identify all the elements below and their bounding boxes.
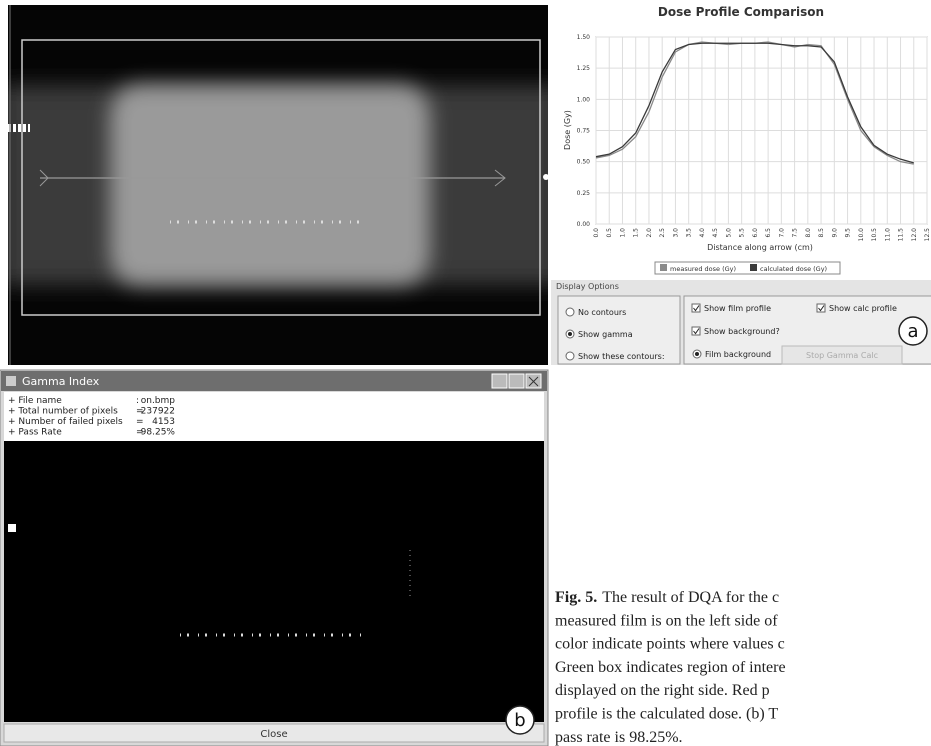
maximize-button[interactable] xyxy=(509,374,524,388)
x-tick-label: 3.0 xyxy=(672,228,679,238)
x-tick-label: 11.0 xyxy=(884,228,891,242)
x-tick-label: 0.5 xyxy=(606,228,613,238)
x-tick-label: 1.5 xyxy=(633,228,640,238)
button[interactable]: Stop Gamma Calc xyxy=(806,351,878,360)
x-tick-label: 8.5 xyxy=(818,228,825,238)
info-value: 98.25% xyxy=(141,428,176,438)
caption-line: Green box indicates region of intere xyxy=(555,659,786,676)
film-image xyxy=(0,5,560,365)
y-tick-label: 0.50 xyxy=(577,159,591,166)
arrow-handle xyxy=(543,174,549,180)
x-tick-label: 9.5 xyxy=(845,228,852,238)
caption-line: profile is the calculated dose. (b) T xyxy=(555,706,778,723)
caption-line: color indicate points where values c xyxy=(555,636,785,653)
legend-label: calculated dose (Gy) xyxy=(760,265,827,273)
caption-line: Fig. 5. The result of DQA for the c xyxy=(555,589,779,606)
radio[interactable] xyxy=(566,352,574,360)
caption-line: displayed on the right side. Red p xyxy=(555,682,770,699)
checkbox-label[interactable]: Show background? xyxy=(704,327,780,336)
caption-line: pass rate is 98.25%. xyxy=(555,729,683,746)
x-tick-label: 8.0 xyxy=(805,228,812,238)
x-tick-label: 5.0 xyxy=(725,228,732,238)
x-tick-label: 12.0 xyxy=(911,228,918,242)
x-axis-label: Distance along arrow (cm) xyxy=(707,243,813,252)
x-tick-label: 10.5 xyxy=(871,228,878,242)
x-tick-label: 0.0 xyxy=(593,228,600,238)
x-tick-label: 6.5 xyxy=(765,228,772,238)
info-value: on.bmp xyxy=(141,396,176,406)
radio-dot[interactable] xyxy=(568,332,572,336)
info-sep: : xyxy=(136,396,139,406)
y-axis-label: Dose (Gy) xyxy=(563,110,572,150)
legend-label: measured dose (Gy) xyxy=(670,265,736,273)
chart: 0.00 0.25 0.50 0.75 1.00 1.25 1.50 0.0 0.5 1.0 1.5… xyxy=(577,34,931,241)
x-tick-label: 11.5 xyxy=(898,228,905,242)
legend-swatch xyxy=(660,264,667,271)
caption: Fig. 5. The result of DQA for the c measur… xyxy=(555,589,786,746)
x-tick-label: 2.5 xyxy=(659,228,666,238)
radio[interactable] xyxy=(566,308,574,316)
x-tick-label: 9.0 xyxy=(831,228,838,238)
x-tick-label: 6.0 xyxy=(752,228,759,238)
x-tick-label: 4.5 xyxy=(712,228,719,238)
close-button[interactable]: Close xyxy=(260,729,287,740)
figure: Dose Profile Comparison 0.00 0.25 0.50 0.75… xyxy=(0,0,931,746)
info-key: + Pass Rate xyxy=(8,428,62,438)
y-tick-label: 1.00 xyxy=(577,96,591,103)
radio-dot[interactable] xyxy=(695,352,699,356)
caption-line: measured film is on the left side of xyxy=(555,612,778,629)
info-sep: = xyxy=(136,417,144,427)
gamma-image xyxy=(4,441,544,722)
minimize-button[interactable] xyxy=(492,374,507,388)
checkbox[interactable] xyxy=(692,327,700,335)
checkbox[interactable] xyxy=(817,304,825,312)
y-tick-label: 0.75 xyxy=(577,128,591,135)
x-tick-label: 1.0 xyxy=(619,228,626,238)
radio-label[interactable]: No contours xyxy=(578,308,626,317)
options-title: Display Options xyxy=(556,282,619,291)
x-tick-label: 7.5 xyxy=(792,228,799,238)
info-value: 4153 xyxy=(152,417,175,427)
caption-label: Fig. 5. xyxy=(555,589,597,606)
info-key: + File name xyxy=(8,396,62,406)
info-key: + Total number of pixels xyxy=(8,407,118,417)
chart-title: Dose Profile Comparison xyxy=(658,5,824,19)
checkbox[interactable] xyxy=(692,304,700,312)
chart-panel: Dose Profile Comparison 0.00 0.25 0.50 0.75… xyxy=(551,0,931,365)
x-tick-label: 10.0 xyxy=(858,228,865,242)
checkbox-label[interactable]: Show calc profile xyxy=(829,304,897,313)
y-tick-label: 1.50 xyxy=(577,34,591,41)
legend-swatch xyxy=(750,264,757,271)
y-tick-label: 0.25 xyxy=(577,190,591,197)
radio-label[interactable]: Film background xyxy=(705,350,771,359)
y-tick-label: 0.00 xyxy=(577,221,591,228)
panel-label: a xyxy=(907,321,918,342)
caption-text: The result of DQA for the c xyxy=(602,589,779,606)
window-title: Gamma Index xyxy=(22,375,100,388)
x-tick-label: 5.5 xyxy=(739,228,746,238)
info-value: 237922 xyxy=(141,407,175,417)
y-tick-label: 1.25 xyxy=(577,65,591,72)
x-tick-label: 4.0 xyxy=(699,228,706,238)
radio-label[interactable]: Show gamma xyxy=(578,330,633,339)
radio-label[interactable]: Show these contours: xyxy=(578,352,665,361)
x-tick-label: 12.5 xyxy=(924,228,931,242)
checkbox-label[interactable]: Show film profile xyxy=(704,304,771,313)
info-key: + Number of failed pixels xyxy=(8,417,123,427)
x-tick-label: 2.0 xyxy=(646,228,653,238)
x-tick-label: 7.0 xyxy=(778,228,785,238)
gamma-window: Gamma Index + File name:on.bmp + Total nu… xyxy=(0,370,548,746)
x-tick-label: 3.5 xyxy=(686,228,693,238)
panel-label: b xyxy=(514,710,525,731)
